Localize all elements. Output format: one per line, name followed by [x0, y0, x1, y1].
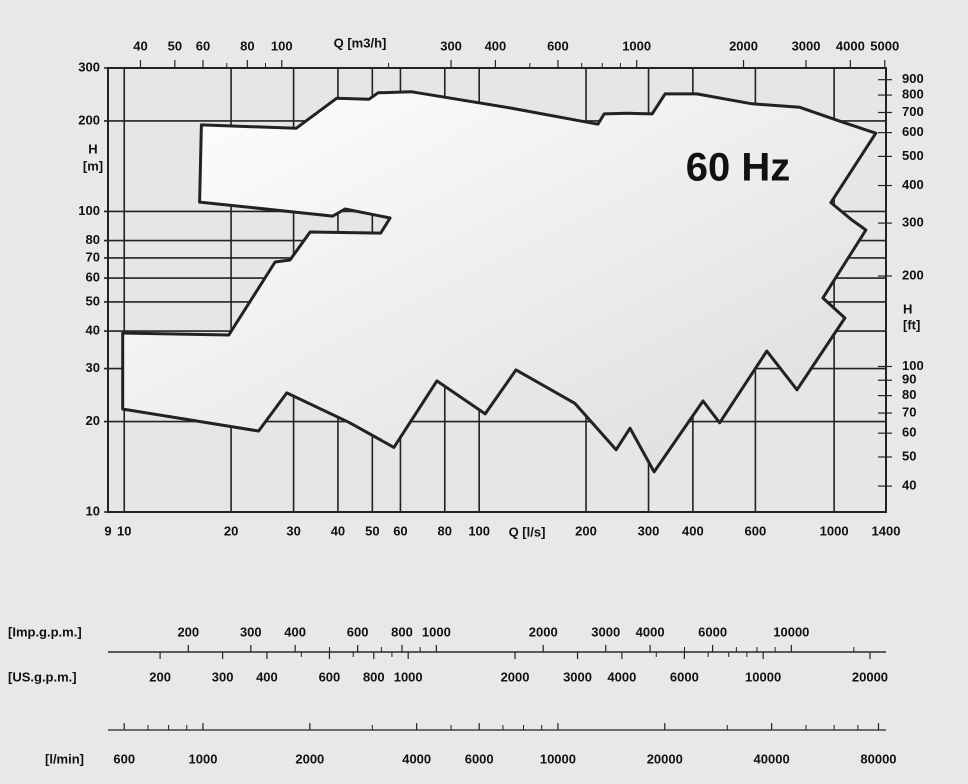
y-tick-label: 100: [78, 203, 100, 218]
y-tick-label: 50: [86, 293, 100, 308]
x-tick-label: 300: [638, 523, 660, 538]
x-tick-label: 80: [438, 523, 452, 538]
scale-tick-label: 400: [284, 624, 306, 639]
y2-tick-label: 50: [902, 448, 916, 463]
y2-tick-label: 40: [902, 478, 916, 493]
y-tick-label: 80: [86, 232, 100, 247]
y2-tick-label: 800: [902, 86, 924, 101]
scale-tick-label: 600: [319, 669, 341, 684]
scale-tick-label: 400: [256, 669, 278, 684]
scale-tick-label: 80000: [860, 751, 896, 766]
x2-tick-label: 40: [133, 38, 147, 53]
scale-tick-label: 6000: [670, 669, 699, 684]
y-tick-label: 10: [86, 503, 100, 518]
scale-tick-label: 40000: [754, 751, 790, 766]
x-tick-label: 600: [745, 523, 767, 538]
x2-tick-label: 5000: [870, 38, 899, 53]
scale-tick-label: 10000: [773, 624, 809, 639]
y2-tick-label: 70: [902, 404, 916, 419]
x2-tick-label: 4000: [836, 38, 865, 53]
y-tick-label: 70: [86, 249, 100, 264]
y-tick-label: 60: [86, 270, 100, 285]
scale-tick-label: 300: [212, 669, 234, 684]
scale-tick-label: 2000: [529, 624, 558, 639]
y2-tick-label: 400: [902, 177, 924, 192]
x-tick-label: 200: [575, 523, 597, 538]
annotation: 60 Hz: [686, 146, 791, 190]
scale-tick-label: 300: [240, 624, 262, 639]
scale-tick-label: 4000: [402, 751, 431, 766]
x-tick-label: 40: [331, 523, 345, 538]
x2-tick-label: 2000: [729, 38, 758, 53]
y-tick-label: 40: [86, 322, 100, 337]
scale-tick-label: 600: [347, 624, 369, 639]
x-tick-label: 60: [393, 523, 407, 538]
scale-tick-label: 1000: [422, 624, 451, 639]
scale-tick-label: 800: [363, 669, 385, 684]
y-tick-label: 300: [78, 59, 100, 74]
scale-tick-label: 2000: [501, 669, 530, 684]
scale-tick-label: 200: [177, 624, 199, 639]
y-axis-label: H: [88, 141, 97, 156]
y2-tick-label: 500: [902, 148, 924, 163]
scale-tick-label: 800: [391, 624, 413, 639]
x2-tick-label: 3000: [792, 38, 821, 53]
scale-tick-label: 6000: [698, 624, 727, 639]
y-tick-label: 30: [86, 360, 100, 375]
y2-tick-label: 60: [902, 425, 916, 440]
scale-tick-label: 2000: [295, 751, 324, 766]
scale-tick-label: 6000: [465, 751, 494, 766]
y2-tick-label: 80: [902, 387, 916, 402]
scale-tick-label: 10000: [540, 751, 576, 766]
y2-tick-label: 300: [902, 215, 924, 230]
y-axis-label: [m]: [83, 158, 103, 173]
x-tick-label: 400: [682, 523, 704, 538]
y-tick-label: 20: [86, 413, 100, 428]
scale-tick-label: 20000: [647, 751, 683, 766]
y2-tick-label: 600: [902, 124, 924, 139]
x2-tick-label: 50: [168, 38, 182, 53]
scale-tick-label: 3000: [591, 624, 620, 639]
scale-tick-label: 20000: [852, 669, 888, 684]
y-tick-label: 200: [78, 112, 100, 127]
scale-label: [Imp.g.p.m.]: [8, 624, 82, 639]
x-tick-label: 30: [286, 523, 300, 538]
x2-axis-label: Q [m3/h]: [334, 35, 387, 50]
y2-axis-label: H: [903, 301, 912, 316]
x-tick-label: 9: [104, 523, 111, 538]
x-tick-label: 100: [468, 523, 490, 538]
x-tick-label: 1000: [820, 523, 849, 538]
x-tick-label: 50: [365, 523, 379, 538]
x-tick-label: 10: [117, 523, 131, 538]
y2-tick-label: 90: [902, 372, 916, 387]
x2-tick-label: 300: [440, 38, 462, 53]
x2-tick-label: 1000: [622, 38, 651, 53]
plot-frame: [107, 67, 887, 513]
x2-tick-label: 80: [240, 38, 254, 53]
scale-tick-label: 4000: [636, 624, 665, 639]
scale-tick-label: 3000: [563, 669, 592, 684]
y2-tick-label: 200: [902, 267, 924, 282]
scale-tick-label: 600: [113, 751, 135, 766]
scale-label: [l/min]: [45, 751, 84, 766]
y2-tick-label: 900: [902, 71, 924, 86]
scale-tick-label: 1000: [189, 751, 218, 766]
scale-label: [US.g.p.m.]: [8, 669, 77, 684]
x2-tick-label: 600: [547, 38, 569, 53]
scale-tick-label: 4000: [607, 669, 636, 684]
y2-tick-label: 100: [902, 358, 924, 373]
y2-axis-label: [ft]: [903, 317, 920, 332]
x-axis-label: Q [l/s]: [509, 524, 546, 539]
envelope: [121, 90, 878, 474]
x2-tick-label: 400: [485, 38, 507, 53]
scale-tick-label: 1000: [394, 669, 423, 684]
scale-tick-label: 200: [149, 669, 171, 684]
scale-tick-label: 10000: [745, 669, 781, 684]
x2-tick-label: 60: [196, 38, 210, 53]
y2-tick-label: 700: [902, 104, 924, 119]
x-tick-label: 1400: [872, 523, 901, 538]
x2-tick-label: 100: [271, 38, 293, 53]
x-tick-label: 20: [224, 523, 238, 538]
